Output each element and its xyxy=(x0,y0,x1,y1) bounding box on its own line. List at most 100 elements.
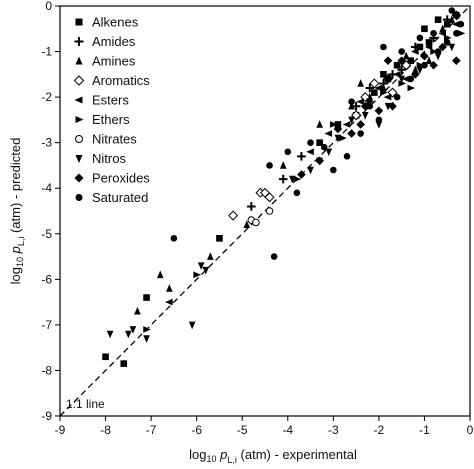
legend-marker-aromatics xyxy=(73,75,85,86)
peroxides-point xyxy=(347,129,356,138)
y-tick-label: -9 xyxy=(41,409,52,423)
saturated-point xyxy=(270,253,278,260)
legend-marker-esters xyxy=(74,96,83,104)
y-axis-title: log10 pL,i (atm) - predicted xyxy=(8,138,26,285)
x-tick-label: -9 xyxy=(55,423,66,437)
amines-point xyxy=(166,284,173,292)
ethers-point xyxy=(193,271,201,279)
aromatics-point xyxy=(264,192,275,203)
nitros-point xyxy=(202,266,210,275)
alkenes-point xyxy=(416,43,424,51)
nitros-point xyxy=(375,121,383,129)
alkenes-point xyxy=(216,235,223,242)
alkenes-point xyxy=(434,16,442,23)
esters-point xyxy=(165,298,173,306)
legend-label-peroxides: Peroxides xyxy=(92,171,150,186)
esters-point xyxy=(411,48,419,55)
saturated-point xyxy=(343,153,351,160)
aromatics-point xyxy=(401,60,412,71)
ethers-point xyxy=(407,84,416,92)
x-tick-label: -1 xyxy=(419,423,430,437)
y-tick-label: -4 xyxy=(41,181,52,195)
amines-point xyxy=(402,51,410,60)
peroxides-point xyxy=(397,56,406,65)
legend-label-amines: Amines xyxy=(92,54,136,69)
x-tick-label: -4 xyxy=(282,423,293,437)
saturated-point xyxy=(348,98,355,105)
nitros-point xyxy=(416,66,424,75)
legend-marker-nitrates xyxy=(75,135,83,143)
peroxides-point xyxy=(315,156,324,166)
peroxides-point xyxy=(333,124,343,134)
legend-marker-saturated xyxy=(75,194,83,201)
esters-point xyxy=(306,148,314,156)
esters-point xyxy=(392,71,401,78)
saturated-point xyxy=(380,43,387,51)
saturated-point xyxy=(366,102,374,110)
esters-point xyxy=(383,93,392,101)
amines-point xyxy=(156,270,164,279)
y-tick-label: -6 xyxy=(41,272,52,286)
ethers-point xyxy=(143,326,151,333)
saturated-point xyxy=(453,30,460,37)
x-tick-label: 0 xyxy=(467,423,474,437)
legend-marker-peroxides xyxy=(74,173,84,183)
saturated-point xyxy=(443,39,451,46)
amines-point xyxy=(412,65,419,74)
alkenes-point xyxy=(120,360,128,367)
saturated-point xyxy=(448,7,456,14)
x-tick-label: -3 xyxy=(328,423,339,437)
saturated-point xyxy=(393,93,401,101)
alkenes-point xyxy=(407,57,415,64)
y-tick-label: -5 xyxy=(41,227,52,241)
amines-point xyxy=(439,24,446,33)
alkenes-point xyxy=(443,20,451,28)
peroxides-point xyxy=(356,120,365,129)
nitros-point xyxy=(448,43,456,52)
legend-label-nitrates: Nitrates xyxy=(92,132,137,147)
nitros-point xyxy=(307,166,314,175)
peroxides-point xyxy=(452,56,461,65)
ethers-point xyxy=(293,175,302,183)
saturated-point xyxy=(170,235,178,242)
legend-marker-alkenes xyxy=(75,18,83,26)
x-tick-label: -6 xyxy=(191,423,202,437)
saturated-point xyxy=(330,166,337,174)
saturated-point xyxy=(398,48,405,55)
legend-marker-amides xyxy=(74,37,84,46)
alkenes-point xyxy=(421,25,428,33)
nitros-point xyxy=(361,112,369,120)
y-tick-label: 0 xyxy=(45,0,52,13)
legend-label-alkenes: Alkenes xyxy=(92,15,139,30)
alkenes-point xyxy=(316,139,323,146)
esters-point xyxy=(452,20,460,28)
x-axis-title: log10 pL,i (atm) - experimental xyxy=(189,447,357,465)
esters-point xyxy=(324,130,333,137)
nitros-point xyxy=(106,330,114,339)
y-tick-label: -8 xyxy=(41,363,52,377)
amides-point xyxy=(397,65,406,75)
y-tick-label: -1 xyxy=(41,45,52,59)
alkenes-point xyxy=(371,89,378,96)
amines-point xyxy=(348,101,355,110)
y-tick-label: -2 xyxy=(41,90,52,104)
legend-label-esters: Esters xyxy=(92,93,129,108)
nitrates-point xyxy=(265,207,274,215)
amines-point xyxy=(425,56,433,64)
amides-point xyxy=(452,10,461,20)
saturated-point xyxy=(307,139,314,146)
nitros-point xyxy=(384,102,392,111)
legend: Alkenes Amides Amines Aromatics Esters Ethers… xyxy=(73,15,150,205)
amines-point xyxy=(448,15,456,23)
nitros-point xyxy=(143,335,150,343)
plot-area: -9 -8 -7 -6 -5 -4 -3 -2 -1 0 -9 -8 -7 -6 -5 -4 -3 -2 -1 0 1:… xyxy=(41,0,473,437)
peroxides-point xyxy=(420,51,429,61)
alkenes-point xyxy=(380,71,387,78)
peroxides-point xyxy=(429,60,438,70)
aromatics-point xyxy=(351,110,362,121)
nitros-point xyxy=(334,134,342,143)
peroxides-point xyxy=(388,101,397,111)
y-tick-label: -7 xyxy=(41,318,52,332)
amines-point xyxy=(316,120,323,128)
